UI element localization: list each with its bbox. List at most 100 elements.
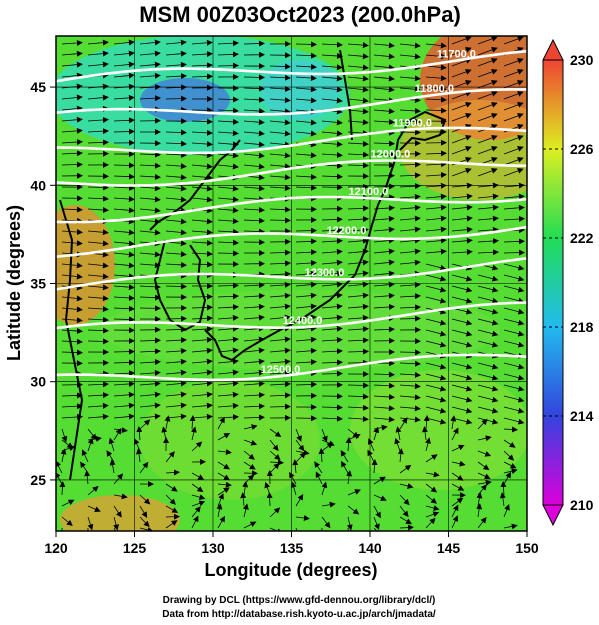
wind-vector: [399, 383, 421, 390]
wind-vector: [373, 527, 378, 531]
contour-label: 12300.0: [305, 267, 345, 279]
wind-vector: [87, 139, 109, 146]
wind-vector: [451, 329, 473, 337]
wind-vector: [477, 146, 498, 155]
wind-vector: [243, 450, 255, 460]
wind-vector: [321, 481, 328, 496]
wind-vector: [243, 96, 265, 103]
wind-vector: [347, 237, 369, 244]
wind-vector: [321, 141, 343, 148]
wind-vector: [165, 391, 187, 398]
wind-vector: [373, 42, 395, 49]
wind-vector: [347, 75, 369, 82]
wind-vector: [477, 193, 499, 200]
wind-vector: [451, 36, 472, 45]
wind-vector: [347, 216, 369, 223]
wind-vector: [269, 271, 291, 278]
wind-vector: [139, 61, 161, 68]
wind-vector: [216, 503, 223, 518]
wind-vector: [295, 428, 302, 442]
wind-vector: [373, 292, 395, 299]
wind-vector: [321, 119, 343, 126]
wind-vector: [451, 204, 473, 211]
wind-vector: [295, 63, 317, 70]
wind-vector: [243, 85, 265, 92]
wind-vector: [81, 449, 89, 463]
wind-vector: [503, 36, 524, 45]
wind-vector: [191, 472, 205, 480]
wind-vector: [373, 226, 395, 233]
wind-vector: [321, 501, 336, 508]
wind-vector: [139, 173, 161, 180]
wind-vector: [61, 105, 83, 112]
wind-vector: [242, 503, 249, 518]
wind-vector: [191, 402, 213, 409]
wind-vector: [139, 151, 161, 158]
wind-vector: [191, 141, 213, 148]
wind-vector: [165, 151, 187, 158]
height-contour-line: [56, 88, 527, 116]
wind-vector: [451, 113, 472, 122]
wind-vector: [269, 260, 291, 267]
wind-vector: [113, 493, 128, 500]
wind-vector: [139, 218, 161, 225]
wind-vector: [269, 163, 291, 170]
wind-vector: [399, 349, 421, 356]
wind-vector: [503, 523, 518, 530]
wind-vector: [477, 406, 499, 414]
y-tick-label: 40: [30, 177, 46, 193]
wind-vector: [139, 72, 161, 79]
wind-vector: [113, 184, 135, 191]
wind-vector: [191, 73, 213, 80]
wind-vector: [477, 215, 499, 222]
wind-vector: [139, 95, 161, 102]
wind-vector: [425, 182, 447, 189]
wind-vector: [61, 295, 83, 302]
wind-vector: [321, 216, 343, 223]
wind-vector: [269, 428, 282, 438]
wind-vector: [425, 193, 447, 200]
wind-vector: [269, 174, 291, 181]
wind-vector: [321, 227, 343, 234]
wind-vector: [347, 326, 369, 333]
wind-vector: [477, 517, 487, 529]
wind-vector: [373, 248, 395, 255]
wind-vector: [191, 441, 203, 452]
wind-vector: [399, 405, 421, 412]
wind-vector: [399, 172, 421, 179]
wind-vector: [425, 237, 447, 244]
wind-vector: [139, 207, 161, 214]
wind-vector: [243, 40, 265, 47]
wind-vector: [113, 61, 135, 68]
wind-vector: [315, 471, 323, 485]
wind-vector: [269, 347, 291, 354]
contour-label: 12400.0: [283, 315, 323, 327]
wind-vector: [451, 472, 464, 481]
wind-vector: [87, 284, 109, 291]
wind-vector: [191, 506, 201, 518]
wind-vector: [139, 391, 161, 398]
wind-vector: [347, 270, 369, 277]
wind-vector: [217, 185, 239, 192]
wind-vector: [451, 168, 472, 177]
wind-vector: [165, 84, 187, 91]
wind-vector: [217, 481, 232, 488]
wind-vector: [399, 237, 421, 244]
wind-vector: [113, 516, 119, 531]
wind-vector: [113, 305, 135, 312]
wind-vector: [373, 75, 395, 82]
wind-vector: [243, 228, 265, 235]
wind-vector: [451, 135, 472, 144]
wind-vector: [61, 262, 83, 269]
wind-vector: [347, 119, 369, 126]
wind-vector: [113, 72, 135, 79]
wind-vector: [269, 459, 284, 466]
wind-vector: [217, 336, 239, 343]
wind-vector: [191, 304, 213, 311]
colorbar-tick-label: 210: [570, 497, 594, 513]
wind-vector: [295, 41, 317, 48]
wind-vector: [243, 141, 265, 148]
wind-vector: [165, 163, 187, 170]
wind-vector: [243, 74, 265, 81]
